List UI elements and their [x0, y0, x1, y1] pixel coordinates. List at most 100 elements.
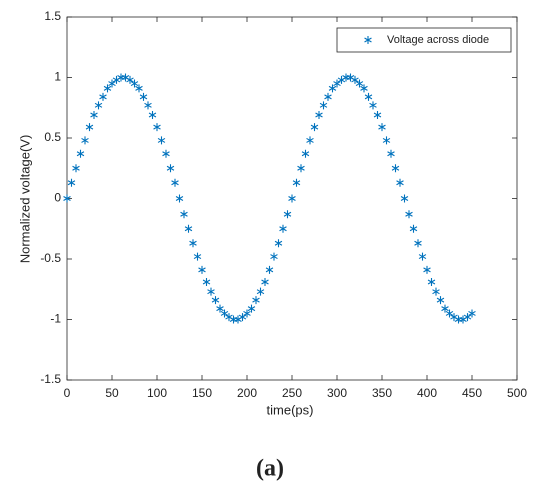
marker — [94, 101, 103, 110]
x-axis-label: time(ps) — [267, 402, 314, 417]
legend-box — [336, 27, 512, 53]
marker — [324, 92, 332, 101]
y-tick-label: 1 — [54, 70, 61, 84]
marker — [445, 309, 454, 318]
marker — [328, 84, 337, 93]
marker — [220, 309, 229, 318]
marker — [436, 296, 445, 305]
x-tick-label: 400 — [417, 386, 437, 400]
marker — [387, 149, 395, 158]
marker — [400, 194, 409, 203]
marker — [418, 252, 427, 261]
x-tick-label: 200 — [237, 386, 257, 400]
marker — [346, 73, 355, 82]
marker — [378, 123, 386, 132]
marker — [409, 224, 418, 233]
x-tick-label: 500 — [507, 386, 527, 400]
marker — [175, 194, 184, 203]
marker — [67, 178, 76, 187]
y-tick-label: 0.5 — [44, 130, 61, 144]
marker — [162, 149, 170, 158]
marker — [310, 123, 319, 132]
marker — [76, 149, 85, 158]
marker — [292, 178, 301, 187]
y-tick-label: -0.5 — [40, 251, 61, 265]
legend-label: Voltage across diode — [387, 34, 489, 46]
x-tick-label: 0 — [64, 386, 71, 400]
marker — [139, 92, 148, 101]
marker — [171, 178, 179, 187]
marker — [454, 315, 463, 324]
marker — [355, 79, 364, 88]
legend-marker — [364, 36, 372, 44]
marker — [234, 315, 242, 324]
marker — [265, 265, 274, 274]
marker — [72, 164, 80, 173]
marker — [81, 136, 89, 145]
y-tick-label: 1.5 — [44, 9, 61, 23]
marker — [99, 92, 107, 101]
x-tick-label: 100 — [147, 386, 167, 400]
marker — [103, 84, 112, 93]
marker — [319, 101, 328, 110]
x-tick-label: 300 — [327, 386, 347, 400]
marker — [405, 210, 413, 219]
marker — [247, 304, 256, 313]
marker — [342, 73, 350, 82]
x-tick-label: 450 — [462, 386, 482, 400]
marker — [202, 277, 211, 286]
marker — [414, 239, 422, 248]
marker — [382, 136, 391, 145]
caption: (a) — [256, 456, 284, 482]
marker — [198, 265, 206, 274]
marker — [360, 84, 368, 93]
x-tick-label: 350 — [372, 386, 392, 400]
marker — [117, 73, 125, 82]
marker — [364, 92, 373, 101]
marker — [85, 123, 94, 132]
marker — [427, 277, 436, 286]
marker — [184, 224, 193, 233]
marker — [463, 313, 472, 322]
y-tick-label: -1.5 — [40, 372, 61, 386]
marker — [130, 79, 139, 88]
marker — [283, 210, 292, 219]
marker — [396, 178, 404, 187]
x-tick-label: 250 — [282, 386, 302, 400]
marker — [193, 252, 202, 261]
marker — [90, 111, 98, 120]
marker — [261, 277, 269, 286]
marker — [166, 164, 175, 173]
marker — [351, 75, 359, 84]
marker — [333, 79, 341, 88]
x-tick-label: 50 — [105, 386, 119, 400]
marker — [148, 111, 157, 120]
marker — [243, 309, 251, 318]
marker — [63, 194, 71, 203]
marker — [297, 164, 305, 173]
marker — [423, 265, 431, 274]
marker — [373, 111, 382, 120]
marker — [121, 73, 130, 82]
series — [63, 73, 476, 324]
marker — [252, 296, 260, 305]
marker — [229, 315, 238, 324]
marker — [211, 296, 220, 305]
marker — [459, 315, 467, 324]
marker — [144, 101, 152, 110]
marker — [135, 84, 143, 93]
marker — [189, 239, 197, 248]
marker — [315, 111, 323, 120]
marker — [288, 194, 296, 203]
marker — [306, 136, 314, 145]
marker — [157, 136, 166, 145]
marker — [468, 309, 476, 318]
marker — [279, 224, 287, 233]
marker — [108, 79, 116, 88]
y-tick-label: 0 — [54, 191, 61, 205]
marker — [216, 304, 224, 313]
marker — [153, 123, 161, 132]
marker — [270, 252, 278, 261]
marker — [274, 239, 283, 248]
